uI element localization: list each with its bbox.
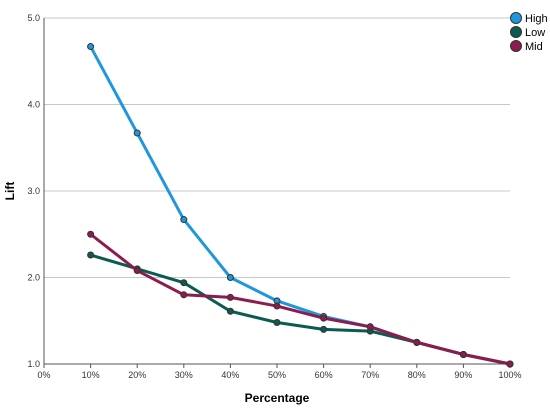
- data-point-high: [133, 129, 141, 137]
- series-layer: [87, 43, 514, 368]
- y-axis-title: Lift: [3, 182, 17, 201]
- legend-marker-mid: [510, 40, 522, 52]
- legend: High Low Mid: [510, 12, 548, 53]
- data-point-mid: [366, 323, 374, 331]
- x-tick-label: 30%: [175, 370, 193, 380]
- x-tick-label: 70%: [361, 370, 379, 380]
- legend-marker-low: [510, 26, 522, 38]
- y-tick-label: 1.0: [27, 359, 40, 369]
- series-high: [87, 43, 514, 368]
- series-mid: [87, 230, 514, 368]
- series-line-mid: [89, 232, 512, 366]
- data-point-mid: [320, 314, 328, 322]
- data-point-high: [87, 43, 95, 51]
- x-tick-label: 60%: [315, 370, 333, 380]
- data-point-low: [226, 307, 234, 315]
- data-point-mid: [133, 267, 141, 275]
- x-tick-label: 10%: [82, 370, 100, 380]
- data-point-low: [180, 279, 188, 287]
- x-tick-label: 20%: [128, 370, 146, 380]
- data-point-mid: [459, 350, 467, 358]
- x-tick-label: 40%: [221, 370, 239, 380]
- data-point-mid: [226, 293, 234, 301]
- legend-label-mid: Mid: [525, 41, 543, 53]
- legend-label-low: Low: [525, 27, 545, 39]
- data-point-mid: [506, 360, 514, 368]
- data-point-low: [87, 251, 95, 259]
- x-tick-label: 0%: [37, 370, 50, 380]
- legend-label-high: High: [525, 13, 548, 25]
- data-point-high: [226, 274, 234, 281]
- x-axis-title: Percentage: [245, 391, 310, 405]
- data-point-mid: [273, 302, 281, 310]
- grid-layer: [44, 17, 510, 365]
- x-tick-label: 80%: [408, 370, 426, 380]
- y-tick-label: 4.0: [27, 100, 40, 110]
- x-tick-label: 90%: [454, 370, 472, 380]
- data-point-mid: [87, 230, 95, 238]
- y-tick-label: 3.0: [27, 186, 40, 196]
- legend-marker-high: [510, 12, 522, 24]
- data-point-low: [273, 318, 281, 326]
- data-point-high: [180, 216, 188, 224]
- x-tick-label: 100%: [498, 370, 521, 380]
- y-tick-label: 2.0: [27, 273, 40, 283]
- x-tick-label: 50%: [268, 370, 286, 380]
- y-tick-label: 5.0: [27, 13, 40, 23]
- series-line-high: [89, 45, 512, 366]
- data-point-mid: [180, 291, 188, 299]
- data-point-low: [320, 325, 328, 333]
- data-point-mid: [413, 338, 421, 346]
